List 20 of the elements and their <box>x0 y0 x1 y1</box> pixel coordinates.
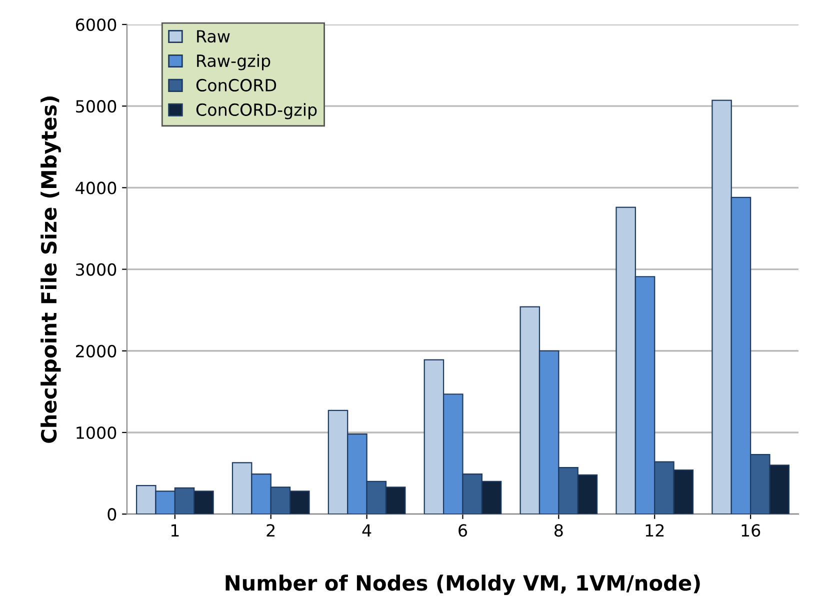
legend-label: ConCORD <box>196 78 276 92</box>
y-tick-label: 6000 <box>76 18 116 32</box>
x-tick-label: 2 <box>266 524 274 536</box>
legend-label: ConCORD-gzip <box>196 103 317 120</box>
y-axis-title: Checkpoint File Size (Mbytes) <box>40 96 61 443</box>
x-tick-label: 4 <box>362 524 372 536</box>
y-tick-label: 3000 <box>76 263 116 276</box>
x-tick-label: 1 <box>171 524 179 536</box>
y-tick-label: 1000 <box>76 426 116 440</box>
y-tick-label: 0 <box>108 508 116 521</box>
y-tick-label: 2000 <box>76 344 116 358</box>
x-tick-label: 12 <box>646 524 664 536</box>
legend-label: Raw-gzip <box>197 54 270 70</box>
legend-label: Raw <box>197 30 230 43</box>
x-tick-label: 16 <box>742 524 760 537</box>
y-tick-label: 5000 <box>76 100 116 113</box>
y-tick-label: 4000 <box>76 182 116 194</box>
x-axis-title: Number of Nodes (Moldy VM, 1VM/node) <box>226 574 700 595</box>
x-tick-label: 6 <box>458 524 467 537</box>
x-tick-label: 8 <box>554 524 563 537</box>
